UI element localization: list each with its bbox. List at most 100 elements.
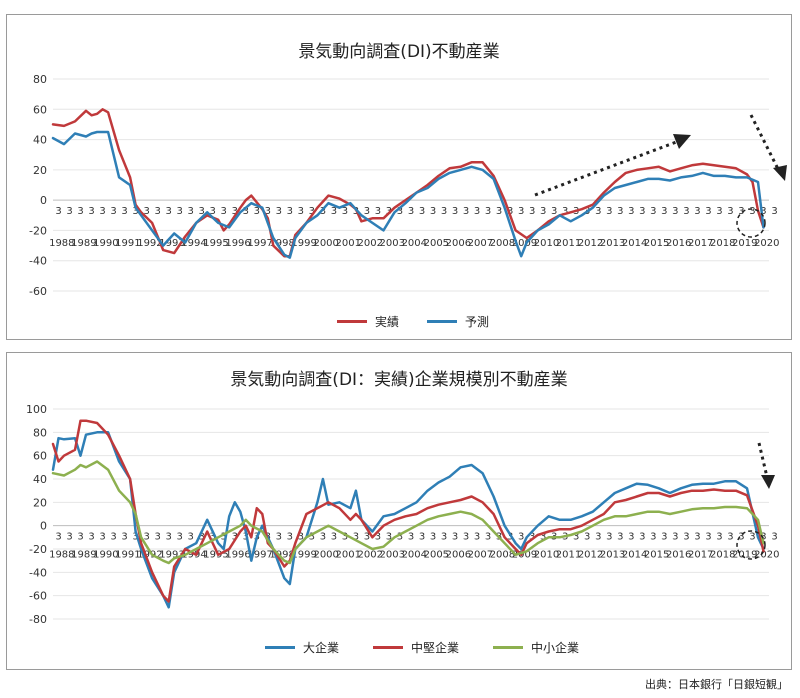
y-tick-label: -80 — [29, 613, 47, 626]
x-year-label: 1992 — [137, 238, 162, 249]
y-tick-label: 20 — [33, 164, 47, 177]
quarter-tick-label: 3 — [132, 532, 138, 543]
x-year-label: 2004 — [402, 238, 427, 249]
quarter-tick-label: 3 — [254, 206, 260, 217]
x-year-label: 2009 — [512, 238, 537, 249]
x-year-label: 1993 — [159, 550, 184, 561]
quarter-tick-label: 3 — [419, 206, 425, 217]
quarter-tick-label: 3 — [165, 206, 171, 217]
y-tick-label: -20 — [29, 224, 47, 237]
quarter-tick-label: 3 — [276, 532, 282, 543]
quarter-tick-label: 3 — [298, 206, 304, 217]
quarter-tick-label: 3 — [650, 532, 656, 543]
y-tick-label: 80 — [33, 73, 47, 86]
quarter-tick-label: 3 — [188, 206, 194, 217]
legend-label: 大企業 — [303, 641, 340, 655]
x-year-label: 2010 — [534, 550, 559, 561]
x-year-label: 1993 — [159, 238, 184, 249]
quarter-tick-label: 3 — [661, 206, 667, 217]
x-year-label: 2011 — [556, 238, 581, 249]
x-year-label: 2017 — [688, 550, 713, 561]
quarter-tick-label: 3 — [617, 206, 623, 217]
quarter-tick-label: 3 — [331, 206, 337, 217]
x-year-label: 2008 — [490, 238, 515, 249]
legend-item: 中堅企業 — [373, 639, 459, 656]
x-year-label: 1996 — [225, 550, 250, 561]
quarter-tick-label: 3 — [408, 206, 414, 217]
legend-swatch — [265, 646, 295, 649]
quarter-tick-label: 3 — [606, 532, 612, 543]
series-line-実績 — [51, 108, 765, 258]
quarter-tick-label: 3 — [551, 206, 557, 217]
quarter-tick-label: 3 — [210, 532, 216, 543]
quarter-tick-label: 3 — [573, 532, 579, 543]
quarter-tick-label: 3 — [529, 206, 535, 217]
legend-item: 予測 — [427, 313, 489, 330]
quarter-tick-label: 3 — [232, 532, 238, 543]
y-tick-label: -60 — [29, 590, 47, 603]
arrowhead-down — [773, 165, 787, 181]
x-year-label: 1994 — [181, 550, 206, 561]
quarter-tick-label: 3 — [408, 532, 414, 543]
quarter-tick-label: 3 — [210, 206, 216, 217]
chart-legend: 大企業 中堅企業 中小企業 — [265, 639, 579, 656]
y-tick-label: 20 — [33, 496, 47, 509]
quarter-tick-label: 3 — [265, 206, 271, 217]
quarter-tick-label: 3 — [199, 532, 205, 543]
y-tick-label: 0 — [40, 194, 47, 207]
x-year-label: 2003 — [380, 550, 405, 561]
quarter-tick-label: 3 — [716, 532, 722, 543]
quarter-tick-label: 3 — [287, 206, 293, 217]
legend-swatch — [337, 320, 367, 323]
x-year-label: 2002 — [358, 238, 383, 249]
y-tick-label: 100 — [26, 403, 47, 416]
y-tick-label: -40 — [29, 566, 47, 579]
x-year-label: 2018 — [710, 238, 735, 249]
y-tick-label: 60 — [33, 450, 47, 463]
quarter-tick-label: 3 — [331, 532, 337, 543]
chart-title: 景気動向調査(DI)不動産業 — [298, 42, 500, 62]
x-year-label: 1989 — [71, 238, 96, 249]
quarter-tick-label: 3 — [154, 532, 160, 543]
x-year-label: 1991 — [115, 550, 140, 561]
x-year-label: 2010 — [534, 238, 559, 249]
chart-panel-1: 景気動向調査(DI)不動産業 80 60 40 20 0 -20 -40 -60 3 3 1988 3… — [6, 14, 792, 340]
quarter-tick-label: 3 — [154, 206, 160, 217]
x-year-label: 2020 — [754, 238, 779, 249]
x-year-label: 2016 — [666, 550, 691, 561]
quarter-tick-label: 3 — [430, 206, 436, 217]
x-year-label: 2009 — [512, 550, 537, 561]
quarter-tick-label: 3 — [738, 206, 744, 217]
x-year-label: 1994 — [181, 238, 206, 249]
quarter-tick-label: 3 — [276, 206, 282, 217]
quarter-tick-label: 3 — [99, 532, 105, 543]
legend-swatch — [427, 320, 458, 323]
quarter-tick-label: 3 — [617, 532, 623, 543]
quarter-tick-label: 3 — [485, 206, 491, 217]
x-year-label: 2018 — [710, 550, 735, 561]
quarter-tick-label: 3 — [364, 532, 370, 543]
x-year-label: 2006 — [446, 550, 471, 561]
x-year-label: 1988 — [49, 238, 74, 249]
y-tick-label: 0 — [40, 520, 47, 533]
y-tick-label: -20 — [29, 543, 47, 556]
x-year-label: 2013 — [600, 550, 625, 561]
quarter-tick-label: 3 — [760, 206, 766, 217]
quarter-tick-label: 3 — [66, 206, 72, 217]
quarter-tick-label: 3 — [507, 206, 513, 217]
quarter-tick-label: 3 — [606, 206, 612, 217]
x-year-label: 2012 — [578, 550, 603, 561]
x-year-label: 2012 — [578, 238, 603, 249]
quarter-tick-label: 3 — [375, 532, 381, 543]
quarter-tick-label: 3 — [221, 206, 227, 217]
quarter-tick-label: 3 — [132, 206, 138, 217]
x-year-label: 2005 — [424, 238, 449, 249]
quarter-tick-label: 3 — [121, 206, 127, 217]
y-tick-label: -60 — [29, 285, 47, 298]
quarter-tick-label: 3 — [683, 532, 689, 543]
trend-arrow-down — [749, 114, 781, 172]
quarter-tick-label: 3 — [694, 206, 700, 217]
quarter-tick-label: 3 — [419, 532, 425, 543]
x-year-label: 2005 — [424, 550, 449, 561]
